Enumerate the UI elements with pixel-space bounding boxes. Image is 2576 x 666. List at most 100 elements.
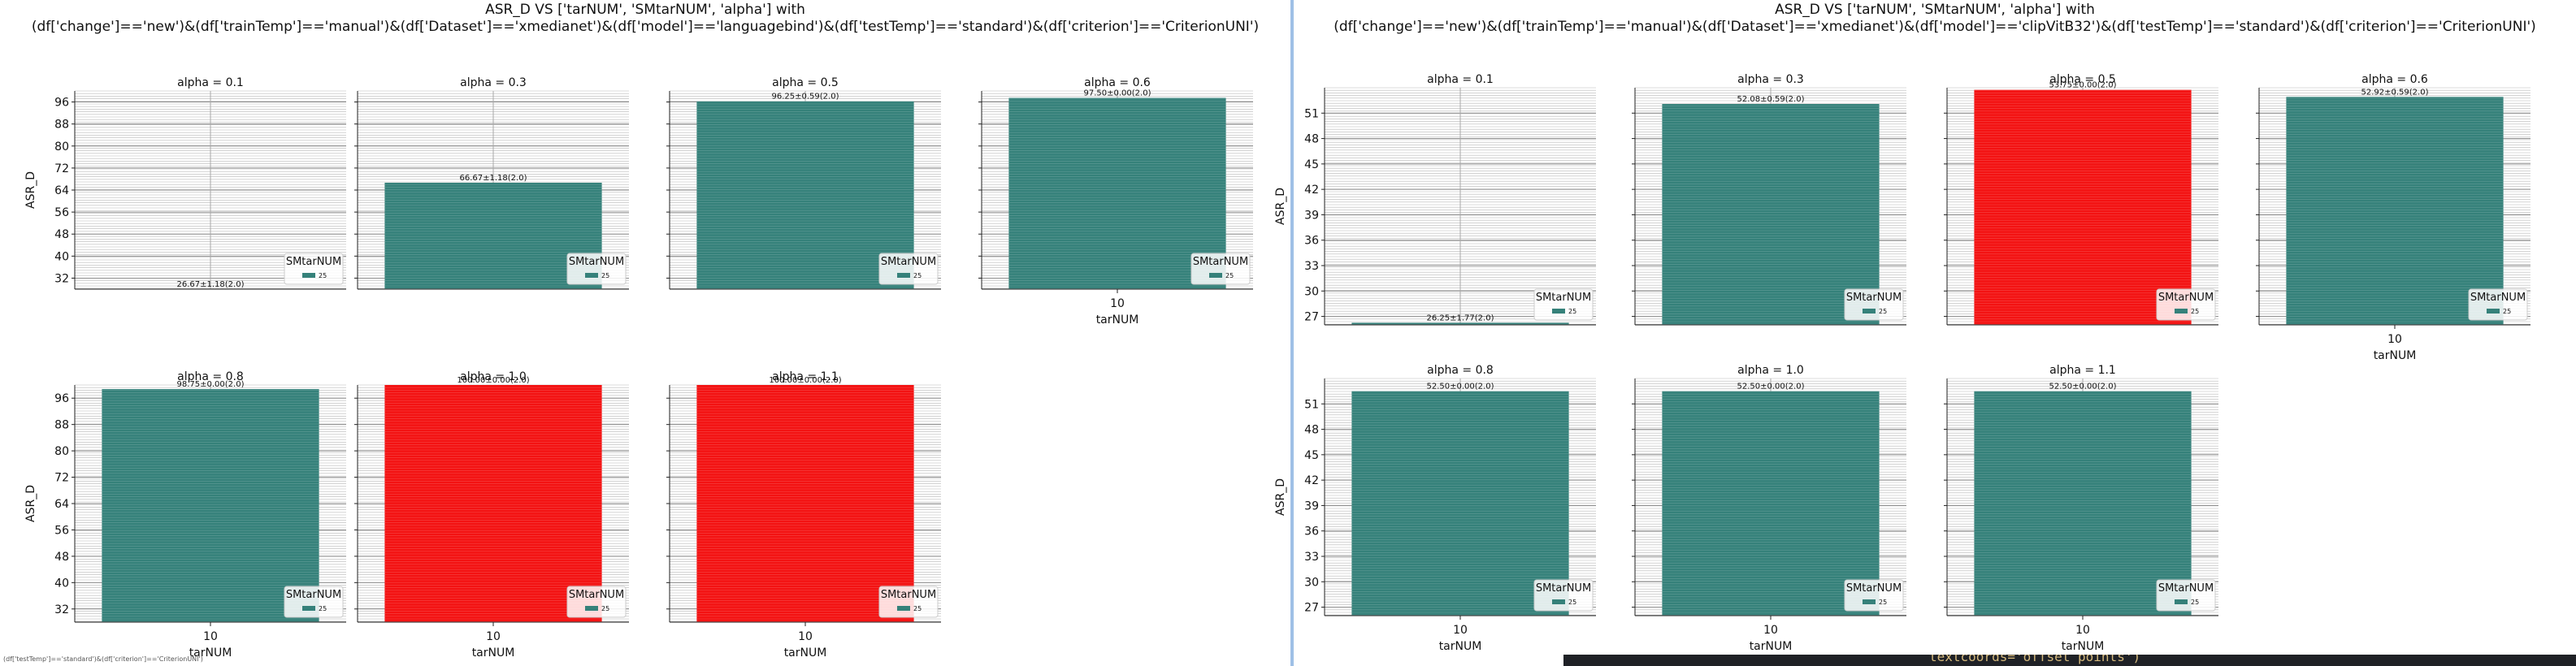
legend: SMtarNUM 25 bbox=[2156, 579, 2216, 612]
bar-value-label: 52.50±0.00(2.0) bbox=[2049, 383, 2117, 391]
bar bbox=[696, 385, 914, 622]
right-figure-title: ASR_D VS ['tarNUM', 'SMtarNUM', 'alpha']… bbox=[1294, 2, 2576, 36]
legend-swatch bbox=[2487, 309, 2500, 314]
y-tick-label: 64 bbox=[54, 498, 69, 511]
y-tick-label: 36 bbox=[1304, 235, 1319, 248]
subplot-title: alpha = 0.8 bbox=[1427, 364, 1494, 377]
x-tick-label: 10 bbox=[1763, 624, 1778, 637]
x-axis-label: tarNUM bbox=[1750, 640, 1793, 653]
legend: SMtarNUM 25 bbox=[1844, 288, 1904, 321]
bar bbox=[384, 385, 602, 622]
legend-box bbox=[2156, 288, 2216, 321]
legend: SMtarNUM 25 bbox=[284, 253, 344, 285]
y-tick-label: 40 bbox=[54, 577, 69, 590]
subplot-title: alpha = 0.6 bbox=[2361, 73, 2428, 86]
legend: SMtarNUM 25 bbox=[566, 253, 627, 285]
legend-swatch bbox=[1863, 309, 1876, 314]
legend-box bbox=[878, 586, 939, 618]
legend-swatch bbox=[897, 606, 910, 611]
legend-box bbox=[566, 253, 627, 285]
subplot-title: alpha = 0.8 bbox=[177, 370, 244, 383]
y-tick-label: 96 bbox=[54, 97, 69, 110]
subplot-title: alpha = 0.3 bbox=[460, 76, 527, 89]
legend-title: SMtarNUM bbox=[286, 589, 341, 601]
subplot-left-2: 96.25±0.59(2.0) alpha = 0.5 SMtarNUM 25 bbox=[666, 76, 941, 290]
subplot-area: 100.00±0.00(2.0)alpha = 1.0 10 tarNUM SMtar… bbox=[354, 370, 629, 660]
bar bbox=[1974, 89, 2192, 325]
window-divider[interactable] bbox=[1290, 0, 1294, 666]
legend-title: SMtarNUM bbox=[2158, 582, 2214, 595]
y-axis-label-left-0: ASR_D bbox=[24, 171, 37, 209]
legend-box bbox=[1844, 288, 1904, 321]
legend: SMtarNUM 25 bbox=[2156, 288, 2216, 321]
subplot-right-4: 27 30 33 36 39 42 45 48 51 52.50±0.00(2.0) alpha =… bbox=[1304, 364, 1596, 653]
left-figure-window: ASR_D VS ['tarNUM', 'SMtarNUM', 'alpha']… bbox=[3, 2, 1260, 663]
bar-value-label: 96.25±0.59(2.0) bbox=[772, 93, 839, 102]
legend-title: SMtarNUM bbox=[1536, 582, 1591, 595]
x-tick-label: 10 bbox=[798, 630, 813, 643]
subplot-title: alpha = 0.1 bbox=[1427, 73, 1494, 86]
subplot-title: alpha = 0.6 bbox=[1084, 76, 1151, 89]
y-tick-label: 39 bbox=[1304, 500, 1319, 512]
y-tick-label: 48 bbox=[1304, 424, 1319, 437]
y-tick-label: 27 bbox=[1304, 602, 1319, 615]
x-axis-label: tarNUM bbox=[472, 647, 515, 660]
legend-title: SMtarNUM bbox=[1536, 292, 1591, 304]
legend: SMtarNUM 25 bbox=[878, 253, 939, 285]
y-tick-label: 39 bbox=[1304, 209, 1319, 222]
bar bbox=[1662, 104, 1880, 325]
left-title-line1: ASR_D VS ['tarNUM', 'SMtarNUM', 'alpha']… bbox=[485, 2, 805, 18]
legend-title: SMtarNUM bbox=[2470, 292, 2526, 304]
subplot-area: 66.67±1.18(2.0) alpha = 0.3 SMtarNUM 25 bbox=[354, 76, 629, 290]
legend-swatch bbox=[302, 606, 315, 611]
x-tick-label: 10 bbox=[1453, 624, 1468, 637]
y-tick-label: 51 bbox=[1304, 398, 1319, 411]
y-tick-label: 40 bbox=[54, 250, 69, 263]
legend-title: SMtarNUM bbox=[569, 256, 624, 268]
legend-entry: 25 bbox=[1568, 308, 1576, 315]
bar bbox=[1662, 391, 1880, 616]
legend-entry: 25 bbox=[913, 605, 922, 612]
subplot-left-3: 97.50±0.00(2.0)alpha = 0.6 10 tarNUM SMtarN… bbox=[978, 76, 1253, 327]
legend-title: SMtarNUM bbox=[881, 589, 936, 601]
y-tick-label: 32 bbox=[54, 603, 69, 616]
legend-box bbox=[284, 253, 344, 285]
legend-swatch bbox=[1552, 309, 1565, 314]
bar bbox=[2286, 97, 2504, 326]
y-tick-label: 48 bbox=[1304, 133, 1319, 146]
subplot-area: 52.50±0.00(2.0) alpha = 1.1 10 tarNUM SMtarN… bbox=[1944, 364, 2218, 653]
y-axis-label: ASR_D bbox=[24, 171, 37, 209]
legend-swatch bbox=[1209, 273, 1222, 278]
legend: SMtarNUM 25 bbox=[1190, 253, 1251, 285]
y-tick-label: 80 bbox=[54, 445, 69, 458]
y-tick-label: 42 bbox=[1304, 474, 1319, 487]
y-tick-label: 51 bbox=[1304, 107, 1319, 120]
legend-box bbox=[2156, 579, 2216, 612]
subplot-area: 52.08±0.59(2.0) alpha = 0.3 SMtarNUM 25 bbox=[1632, 73, 1906, 326]
y-tick-label: 42 bbox=[1304, 184, 1319, 197]
legend-entry: 25 bbox=[2191, 308, 2199, 315]
y-tick-label: 88 bbox=[54, 119, 69, 132]
y-tick-label: 72 bbox=[54, 162, 69, 175]
x-axis-label: tarNUM bbox=[1096, 314, 1139, 327]
bar-value-label: 52.50±0.00(2.0) bbox=[1737, 383, 1805, 391]
legend-title: SMtarNUM bbox=[881, 256, 936, 268]
subplot-title: alpha = 1.1 bbox=[2049, 364, 2116, 377]
legend-entry: 25 bbox=[1225, 272, 1234, 279]
legend-box bbox=[1844, 579, 1904, 612]
legend-swatch bbox=[1552, 599, 1565, 604]
bar-value-label: 97.50±0.00(2.0) bbox=[1084, 89, 1151, 97]
subplot-left-1: 66.67±1.18(2.0) alpha = 0.3 SMtarNUM 25 bbox=[354, 76, 629, 290]
subplot-left-0: 32 40 48 56 64 72 80 88 96 26.67±1.18(2.0) alpha =… bbox=[54, 76, 346, 290]
bar-value-label: 53.75±0.00(2.0) bbox=[2049, 81, 2117, 90]
x-axis-label: tarNUM bbox=[2062, 640, 2105, 653]
legend-title: SMtarNUM bbox=[286, 256, 341, 268]
bar-value-label: 52.92±0.59(2.0) bbox=[2361, 88, 2429, 97]
right-title-line2: (df['change']=='new')&(df['trainTemp']==… bbox=[1334, 19, 2536, 35]
legend: SMtarNUM 25 bbox=[1844, 579, 1904, 612]
legend-swatch bbox=[585, 606, 598, 611]
x-axis-label: tarNUM bbox=[2374, 349, 2417, 362]
legend-title: SMtarNUM bbox=[569, 589, 624, 601]
subplot-area: 96.25±0.59(2.0) alpha = 0.5 SMtarNUM 25 bbox=[666, 76, 941, 290]
legend-swatch bbox=[2175, 309, 2188, 314]
